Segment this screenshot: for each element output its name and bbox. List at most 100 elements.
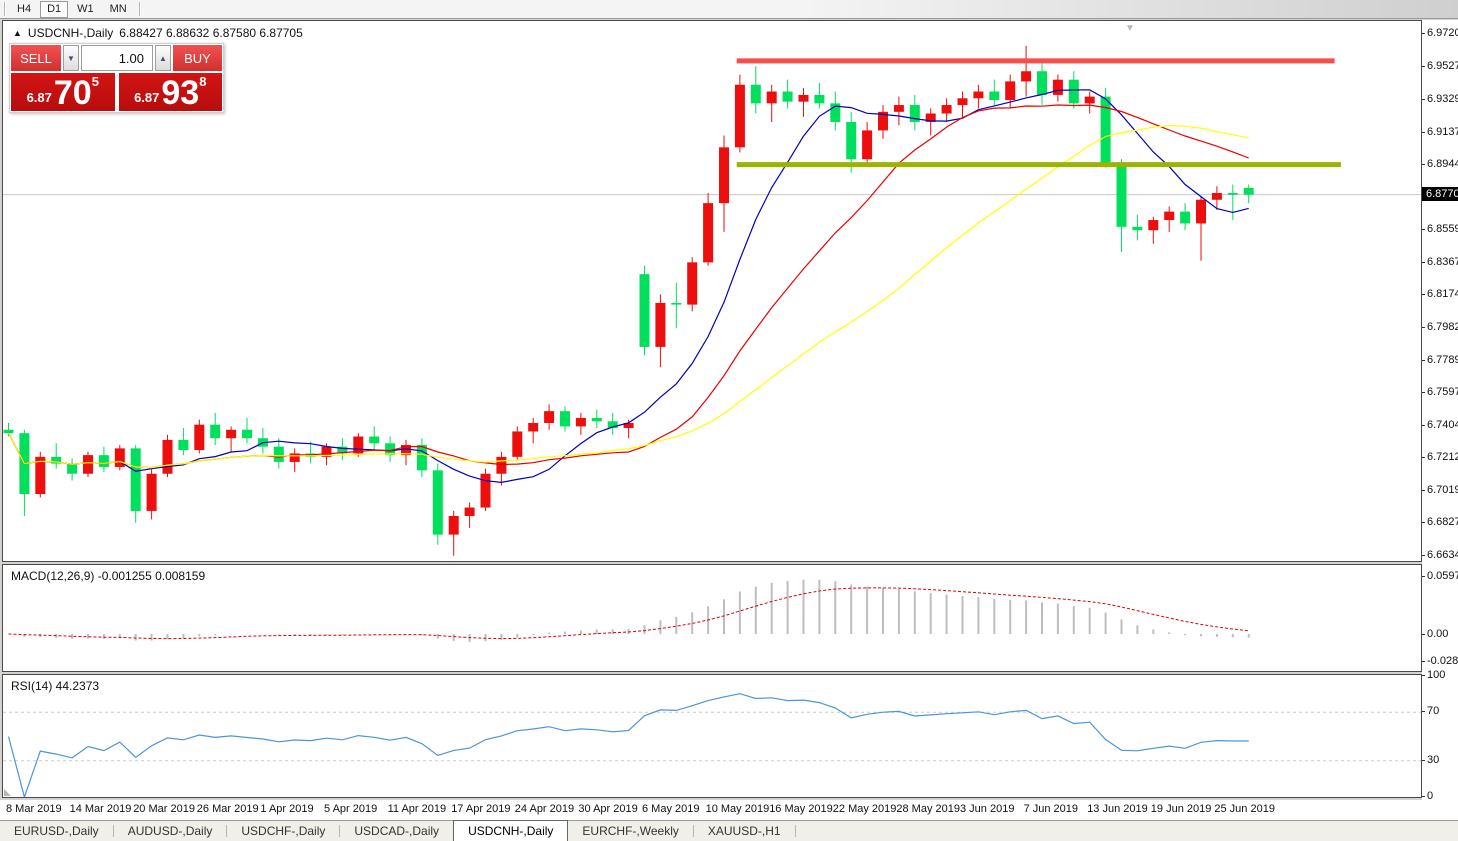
price-axis-tick (1422, 229, 1425, 231)
price-axis-tick (1422, 65, 1425, 67)
price-axis-tick (1422, 424, 1425, 426)
rsi-label: RSI(14) 44.2373 (11, 679, 100, 693)
volume-increase-button[interactable]: ▲ (155, 45, 171, 71)
chart-title: ▲ USDCNH-,Daily 6.88427 6.88632 6.87580 … (13, 26, 303, 40)
sell-button[interactable]: SELL (11, 45, 61, 71)
price-axis-label: 6.93295 (1427, 93, 1458, 106)
macd-axis-tick (1422, 661, 1425, 663)
date-axis-label: 13 Jun 2019 (1087, 803, 1148, 815)
price-axis-label: 6.72120 (1427, 451, 1458, 464)
price-axis-tick (1422, 554, 1425, 556)
price-axis-label: 6.79820 (1427, 320, 1458, 333)
date-axis-label: 10 May 2019 (705, 803, 770, 815)
rsi-axis-tick (1422, 759, 1425, 761)
macd-axis-tick (1422, 634, 1425, 635)
date-axis-label: 30 Apr 2019 (578, 803, 638, 815)
tab-separator (339, 825, 341, 837)
date-axis-label: 20 Mar 2019 (133, 803, 195, 815)
price-axis-label: 6.81745 (1427, 288, 1458, 301)
timeframe-toolbar: H4 D1 W1 MN (0, 0, 1458, 19)
rsi-panel[interactable]: RSI(14) 44.2373 (2, 674, 1422, 798)
chart-tab-eurusd[interactable]: EURUSD-,Daily (14, 824, 99, 838)
chart-ohlc-values: 6.88427 6.88632 6.87580 6.87705 (119, 26, 303, 40)
price-axis[interactable]: 6.97200 6.95275 6.93295 6.91370 6.89445 6.855… (1422, 20, 1458, 802)
macd-panel[interactable]: MACD(12,26,9) -0.001255 0.008159 (2, 564, 1422, 672)
chart-shift-marker-icon[interactable]: ▼ (1125, 23, 1135, 34)
price-axis-label: 6.77895 (1427, 353, 1458, 366)
price-axis-tick (1422, 392, 1425, 394)
macd-canvas[interactable] (3, 565, 1421, 671)
buy-price-main: 93 (161, 74, 200, 113)
price-axis-label: 6.74045 (1427, 418, 1458, 431)
sell-price-pip: 5 (91, 74, 99, 89)
rsi-canvas[interactable] (3, 675, 1421, 797)
timeframe-button-d1[interactable]: D1 (40, 0, 69, 18)
rsi-axis-tick (1422, 675, 1425, 676)
price-axis-tick (1422, 489, 1425, 491)
chart-symbol-label: USDCNH-,Daily (27, 26, 114, 40)
date-axis-label: 8 Mar 2019 (6, 803, 62, 815)
price-axis-label: 6.83670 (1427, 255, 1458, 268)
buy-price-prefix: 6.87 (134, 90, 160, 105)
tab-separator (226, 825, 228, 837)
price-axis-label: 6.70195 (1427, 483, 1458, 496)
rsi-axis-tick (1422, 711, 1425, 713)
buy-button[interactable]: BUY (173, 45, 222, 71)
date-axis-label: 22 May 2019 (832, 803, 897, 815)
price-axis-label: 6.75970 (1427, 386, 1458, 399)
chart-tab-bar: EURUSD-,Daily AUDUSD-,Daily USDCHF-,Daily U… (0, 820, 1458, 841)
price-axis-tick (1422, 33, 1425, 35)
panel-resize-grip[interactable] (4, 789, 11, 796)
price-axis-tick (1422, 131, 1425, 133)
tab-separator (692, 825, 694, 837)
one-click-trading-widget: SELL ▼ ▲ BUY 6.87 70 5 6.87 93 8 (9, 43, 224, 113)
macd-axis-label: 0.059758 (1427, 570, 1458, 582)
rsi-axis-label: 70 (1427, 705, 1440, 718)
buy-price-pip: 8 (199, 74, 207, 89)
collapse-arrow-icon[interactable]: ▲ (13, 28, 22, 38)
macd-axis-label: 0.00 (1427, 628, 1449, 640)
date-axis-label: 28 May 2019 (896, 803, 960, 815)
date-axis-label: 24 Apr 2019 (514, 803, 575, 815)
date-axis-label: 16 May 2019 (769, 803, 833, 815)
chart-tab-audusd[interactable]: AUDUSD-,Daily (127, 824, 213, 838)
date-axis-label: 19 Jun 2019 (1150, 803, 1212, 815)
date-axis-label: 25 Jun 2019 (1214, 803, 1275, 815)
rsi-axis-tick (1422, 796, 1425, 797)
price-axis-tick (1422, 326, 1425, 328)
tab-separator (112, 825, 114, 837)
chart-tab-eurchf[interactable]: EURCHF-,Weekly (582, 824, 679, 838)
chart-tab-usdcad[interactable]: USDCAD-,Daily (354, 824, 440, 838)
current-price-tag: 6.87705 (1422, 186, 1458, 201)
price-axis-tick (1422, 522, 1425, 524)
timeframe-button-mn[interactable]: MN (109, 3, 127, 15)
sell-price-box[interactable]: 6.87 70 5 (11, 73, 115, 111)
price-axis-tick (1422, 99, 1425, 101)
chart-tab-usdchf[interactable]: USDCHF-,Daily (241, 824, 326, 838)
price-axis-tick (1422, 164, 1425, 166)
tab-separator (794, 825, 796, 837)
volume-decrease-button[interactable]: ▼ (63, 45, 79, 71)
price-chart-canvas[interactable] (3, 21, 1421, 561)
price-axis-label: 6.97200 (1427, 27, 1458, 40)
timeframe-button-w1[interactable]: W1 (77, 3, 94, 15)
macd-axis-label: -0.02816 (1427, 655, 1458, 668)
date-axis-label: 11 Apr 2019 (387, 803, 447, 815)
price-axis-label: 6.89445 (1427, 158, 1458, 171)
buy-price-box[interactable]: 6.87 93 8 (118, 73, 222, 113)
chart-tab-usdcnh[interactable]: USDCNH-,Daily (453, 820, 569, 841)
toolbar-separator (4, 2, 5, 16)
price-axis-label: 6.85595 (1427, 223, 1458, 236)
date-axis-label: 26 Mar 2019 (196, 803, 259, 815)
date-axis-label: 1 Apr 2019 (260, 803, 314, 815)
sell-price-main: 70 (53, 74, 92, 113)
price-chart-panel[interactable]: ▲ USDCNH-,Daily 6.88427 6.88632 6.87580 … (2, 20, 1422, 562)
date-axis[interactable]: 8 Mar 2019 14 Mar 2019 20 Mar 2019 26 Mar 2… (0, 800, 1458, 820)
price-axis-label: 6.91370 (1427, 125, 1458, 138)
toolbar-separator (138, 2, 140, 16)
volume-input[interactable] (81, 45, 153, 71)
chart-tab-xauusd[interactable]: XAUUSD-,H1 (707, 824, 781, 838)
price-axis-label: 6.68270 (1427, 516, 1458, 529)
timeframe-button-h4[interactable]: H4 (17, 3, 32, 15)
rsi-axis-label: 100 (1427, 669, 1446, 681)
